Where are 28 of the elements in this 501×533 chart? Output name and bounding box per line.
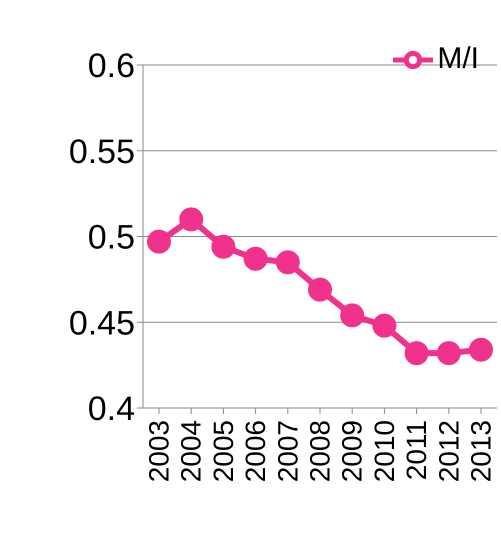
x-tick-label: 2007	[272, 420, 304, 482]
y-tick-label: 0.5	[88, 218, 135, 257]
x-tick-label: 2009	[336, 420, 368, 482]
x-tick-label: 2005	[208, 420, 239, 482]
point	[372, 314, 396, 338]
point	[244, 246, 268, 271]
legend-label: M/I	[437, 42, 479, 75]
point	[340, 303, 364, 328]
y-tick-label: 0.6	[88, 47, 135, 86]
x-tick-label: 2011	[401, 420, 432, 480]
point	[211, 234, 236, 259]
point	[179, 207, 204, 232]
x-tick-label: 2010	[368, 420, 400, 482]
y-tick-label: 0.4	[88, 390, 135, 428]
x-tick-label: 2006	[240, 420, 272, 482]
y-tick-label: 0.55	[68, 132, 135, 171]
x-tick-label: 2012	[433, 420, 464, 482]
point	[469, 338, 493, 362]
x-tick-label: 2013	[466, 420, 496, 482]
x-tick-label: 2004	[176, 420, 207, 482]
x-tick-label: 2008	[304, 420, 336, 482]
point	[308, 278, 332, 302]
point	[147, 230, 171, 254]
point	[404, 341, 429, 366]
point	[276, 250, 300, 274]
point	[436, 341, 461, 366]
y-tick-label: 0.45	[68, 304, 135, 342]
x-tick-label: 2003	[144, 420, 174, 482]
